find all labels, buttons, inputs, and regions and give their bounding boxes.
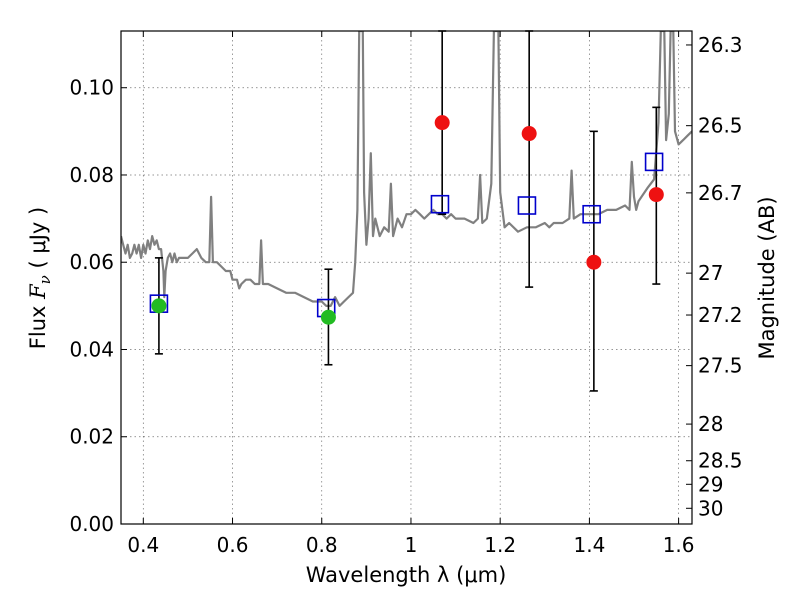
x-tick-label: 1 — [405, 533, 418, 557]
y-tick-label: 0.02 — [69, 425, 114, 449]
circle-marker — [320, 309, 336, 325]
right-tick-label: 26.5 — [698, 114, 743, 138]
circle-marker — [521, 126, 537, 142]
right-tick-label: 27 — [698, 261, 723, 285]
y-tick-label: 0.00 — [69, 512, 114, 536]
y-tick-label: 0.06 — [69, 250, 114, 274]
plot-frame — [120, 30, 693, 525]
model-spectrum — [121, 31, 692, 307]
right-tick-label: 30 — [698, 496, 723, 520]
square-marker — [430, 194, 450, 214]
x-tick-label: 1.4 — [573, 533, 605, 557]
y-tick-label: 0.10 — [69, 76, 114, 100]
circle-marker — [586, 254, 602, 270]
square-marker — [582, 204, 601, 224]
right-tick-label: 27.2 — [698, 303, 743, 327]
x-tick-label: 0.8 — [306, 533, 338, 557]
x-tick-label: 1.2 — [484, 533, 516, 557]
right-tick-label: 28.5 — [698, 449, 743, 473]
grid-lines — [121, 31, 692, 525]
x-tick-label: 0.4 — [127, 533, 159, 557]
right-tick-label: 26.7 — [698, 181, 743, 205]
circle-marker — [648, 187, 664, 203]
circle-marker — [434, 115, 450, 131]
error-bars — [154, 30, 661, 392]
axis-ticks: 0.4 0.6 0.8 1 1.2 1.4 1.6 0.00 0.02 0.04 0.06 0.08 0… — [69, 31, 743, 557]
square-marker — [517, 196, 537, 215]
y-tick-label: 0.08 — [69, 163, 114, 187]
x-axis-label: Wavelength λ (μm) — [306, 563, 507, 587]
y-tick-label: 0.04 — [69, 337, 114, 361]
x-tick-label: 0.6 — [217, 533, 249, 557]
circle-marker — [151, 298, 167, 314]
right-tick-label: 29 — [698, 472, 723, 496]
right-axis-label: Magnitude (AB) — [755, 196, 779, 359]
right-tick-label: 27.5 — [698, 354, 743, 378]
data-markers — [149, 115, 664, 325]
spectrum-line — [121, 31, 692, 307]
right-tick-label: 26.3 — [698, 33, 743, 57]
square-marker — [644, 152, 664, 172]
x-tick-label: 1.6 — [663, 533, 695, 557]
right-tick-label: 28 — [698, 412, 723, 436]
y-axis-label: Flux Fν ( μJy ) — [26, 207, 54, 349]
